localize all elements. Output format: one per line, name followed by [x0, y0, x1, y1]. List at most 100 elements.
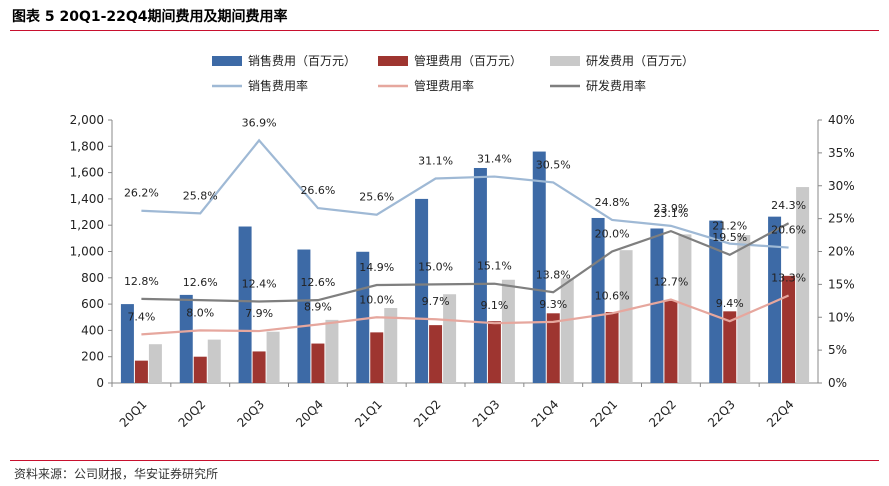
left-tick-label: 1,800: [70, 139, 104, 153]
bar: [443, 294, 457, 383]
right-tick-label: 30%: [828, 179, 855, 193]
left-tick-label: 200: [81, 350, 104, 364]
data-label: 15.1%: [477, 260, 512, 273]
data-label: 24.8%: [595, 196, 630, 209]
data-label: 13.8%: [536, 268, 571, 281]
data-label: 23.1%: [653, 207, 688, 220]
left-tick-label: 0: [96, 376, 104, 390]
legend-label: 研发费用（百万元）: [586, 53, 694, 68]
data-label: 25.6%: [359, 191, 394, 204]
data-label: 23.9%: [653, 202, 688, 215]
data-label: 31.4%: [477, 153, 512, 166]
left-tick-label: 1,000: [70, 245, 104, 259]
x-tick-label: 21Q1: [352, 397, 385, 430]
bar: [737, 235, 751, 383]
x-tick-label: 21Q3: [470, 397, 503, 430]
left-axis: 0 200 400 600 800 1,000 1,200 1,400 1,600 1,800 2,…: [70, 113, 113, 390]
legend-swatch: [550, 56, 580, 66]
bar: [532, 151, 546, 383]
bar: [148, 344, 162, 383]
bar: [650, 228, 664, 383]
x-tick-label: 20Q2: [176, 397, 209, 430]
data-label: 9.4%: [716, 297, 744, 310]
title-rule: [10, 30, 879, 31]
bar: [134, 360, 148, 383]
bar: [605, 311, 619, 383]
data-labels: 26.2% 25.8% 36.9% 26.6% 25.6% 31.1% 31.4% 30.5%…: [124, 116, 806, 323]
left-tick-label: 1,200: [70, 218, 104, 232]
legend-swatch: [212, 56, 242, 66]
data-label: 10.6%: [595, 289, 630, 302]
left-tick-label: 400: [81, 323, 104, 337]
legend-label: 管理费用率: [414, 78, 474, 93]
x-axis: 20Q1 20Q2 20Q3 20Q4 21Q1 21Q2 21Q3 21Q4 22Q1 22Q2…: [111, 382, 818, 430]
data-label: 9.3%: [539, 298, 567, 311]
left-tick-label: 1,400: [70, 192, 104, 206]
bar: [297, 249, 311, 383]
legend-swatch: [378, 56, 408, 66]
bar: [501, 279, 515, 383]
bar: [723, 311, 737, 383]
data-label: 24.3%: [771, 199, 806, 212]
legend-label: 销售费用率: [248, 78, 308, 93]
data-label: 21.2%: [712, 220, 747, 233]
data-label: 19.5%: [712, 231, 747, 244]
right-tick-label: 25%: [828, 212, 855, 226]
data-label: 26.6%: [300, 184, 335, 197]
rate-line: [141, 138, 789, 249]
bar: [560, 278, 574, 383]
bar: [796, 187, 810, 383]
bar: [664, 300, 678, 383]
x-tick-label: 21Q4: [529, 397, 562, 430]
data-label: 12.6%: [183, 276, 218, 289]
x-tick-label: 22Q2: [646, 397, 679, 430]
data-label: 12.6%: [300, 276, 335, 289]
bar: [238, 226, 252, 383]
rate-line: [141, 222, 790, 303]
x-tick-label: 22Q3: [705, 397, 738, 430]
bar: [370, 332, 384, 383]
x-tick-label: 20Q4: [293, 397, 326, 430]
data-label: 12.8%: [124, 275, 159, 288]
bar: [193, 356, 207, 383]
x-tick-label: 21Q2: [411, 397, 444, 430]
x-tick-label: 20Q3: [234, 397, 267, 430]
figure-title: 图表 5 20Q1-22Q4期间费用及期间费用率: [12, 9, 288, 25]
right-tick-label: 5%: [828, 343, 847, 357]
legend: 销售费用（百万元） 管理费用（百万元） 研发费用（百万元） 销售费用率 管理费用率 研发费…: [212, 53, 694, 93]
data-label: 8.9%: [304, 300, 332, 313]
data-label: 36.9%: [242, 116, 277, 129]
rate-lines: [141, 138, 790, 336]
data-label: 15.0%: [418, 260, 453, 273]
bar: [782, 275, 796, 383]
data-label: 8.0%: [186, 306, 214, 319]
legend-label: 管理费用（百万元）: [414, 53, 522, 68]
legend-label: 销售费用（百万元）: [248, 53, 356, 68]
data-label: 20.0%: [595, 228, 630, 241]
bar: [546, 313, 560, 383]
right-tick-label: 35%: [828, 146, 855, 160]
data-label: 9.1%: [480, 299, 508, 312]
left-tick-label: 600: [81, 297, 104, 311]
data-label: 12.4%: [242, 277, 277, 290]
bar: [473, 167, 487, 383]
bar: [179, 294, 193, 383]
rate-line: [141, 294, 790, 336]
data-label: 30.5%: [536, 158, 571, 171]
bar: [120, 304, 134, 383]
bar: [384, 308, 398, 383]
data-label: 10.0%: [359, 293, 394, 306]
right-tick-label: 15%: [828, 277, 855, 291]
right-tick-label: 40%: [828, 113, 855, 127]
right-tick-label: 20%: [828, 245, 855, 259]
source-rule: [10, 460, 879, 461]
source-note: 资料来源：公司财报，华安证券研究所: [14, 467, 219, 481]
left-tick-label: 800: [81, 271, 104, 285]
left-tick-label: 1,600: [70, 166, 104, 180]
data-label: 20.6%: [771, 224, 806, 237]
data-label: 13.3%: [771, 272, 806, 285]
bar: [429, 325, 443, 383]
right-tick-label: 0%: [828, 376, 847, 390]
legend-label: 研发费用率: [586, 78, 646, 93]
